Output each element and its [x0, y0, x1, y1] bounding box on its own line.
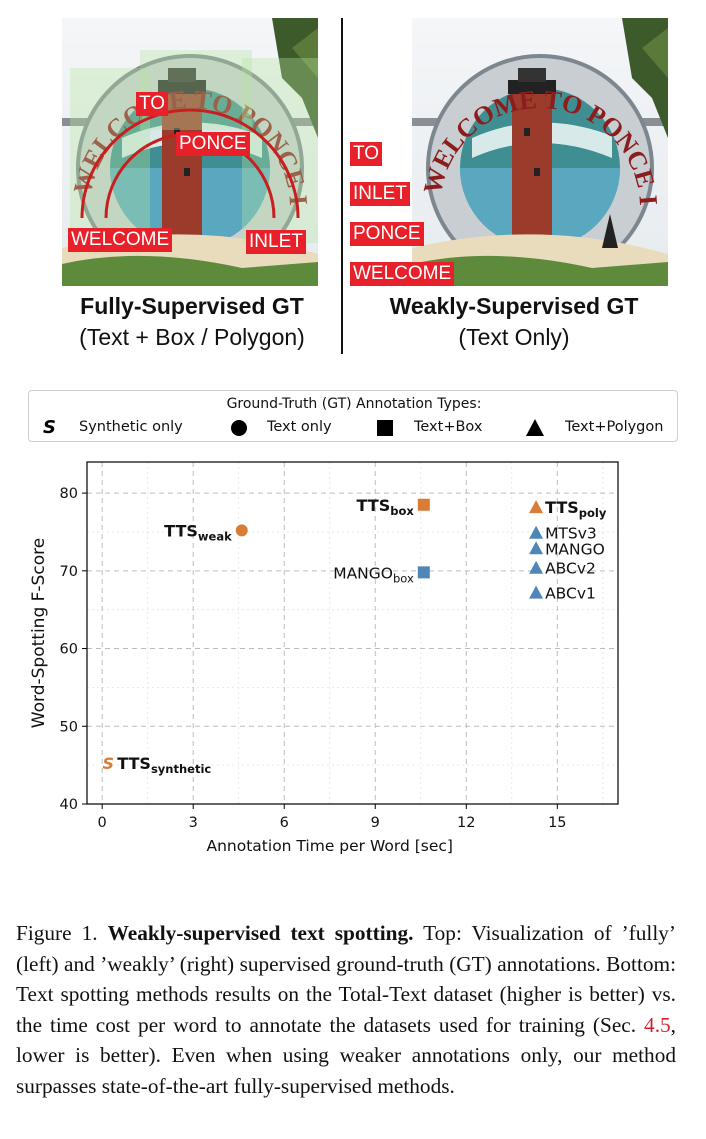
x-tick-label: 9: [371, 815, 380, 831]
legend-label-text-box: Text+Box: [414, 419, 483, 435]
data-point-tts-synthetic: S TTSsynthetic: [102, 754, 211, 776]
y-tick-label: 70: [60, 564, 78, 580]
left-panel-subtitle: (Text + Box / Polygon): [79, 324, 305, 350]
square-marker: [417, 498, 430, 511]
chart-legend: Ground-Truth (GT) Annotation Types: S Sy…: [28, 390, 678, 442]
point-label: TTSsynthetic: [117, 754, 211, 776]
point-label: TTSweak: [164, 521, 232, 543]
tag-inlet: INLET: [350, 182, 410, 206]
scatter-chart: 0 3 6 9 12 15 40 50 60 70 80 S TTSsynthetic TTSweak T…: [29, 461, 619, 855]
lighthouse-sign-photo-right: WELCOME TO PONCE INLET: [412, 18, 668, 286]
x-axis-label: Annotation Time per Word [sec]: [207, 837, 453, 855]
tag-to: TO: [350, 142, 383, 166]
triangle-marker-icon: [526, 419, 544, 436]
data-points: S TTSsynthetic TTSweak TTSbox MANGObox TTSpol…: [102, 496, 606, 776]
synthetic-marker: S: [102, 754, 114, 773]
tag-to: TO: [136, 92, 169, 116]
circle-marker-icon: [231, 420, 247, 436]
caption-label: Figure 1.: [16, 921, 98, 945]
y-tick-label: 80: [60, 486, 78, 502]
triangle-marker: [529, 500, 544, 514]
point-label: ABCv2: [545, 560, 596, 578]
data-point-tts-poly: TTSpoly: [529, 498, 607, 520]
figure-caption: Figure 1. Weakly-supervised text spottin…: [16, 918, 676, 1101]
synthetic-marker-icon: S: [43, 417, 56, 437]
svg-text:S: S: [43, 417, 56, 437]
x-tick-label: 6: [280, 815, 289, 831]
square-marker-icon: [377, 420, 393, 436]
y-axis-label: Word-Spotting F-Score: [29, 538, 49, 728]
caption-bold: Weakly-supervised text spotting.: [107, 921, 414, 945]
triangle-marker: [529, 585, 544, 599]
triangle-marker: [529, 525, 544, 539]
y-tick-label: 40: [60, 797, 78, 813]
left-panel-title: Fully-Supervised GT: [80, 293, 304, 319]
tag-ponce: PONCE: [176, 132, 250, 156]
tag-inlet: INLET: [246, 230, 306, 254]
triangle-marker: [529, 541, 544, 555]
data-point-abcv1: ABCv1: [529, 585, 596, 603]
data-point-tts-box: TTSbox: [357, 496, 430, 518]
data-point-mango-box: MANGObox: [333, 564, 430, 585]
fully-supervised-image: WELCOME TO PONCE INLET TO PONCE WELCOME …: [62, 18, 318, 286]
tag-welcome: WELCOME: [68, 228, 173, 252]
legend-label-synthetic: Synthetic only: [79, 419, 183, 435]
weakly-supervised-image: WELCOME TO PONCE INLET TO INLET PONCE WE…: [348, 18, 668, 286]
legend-title: Ground-Truth (GT) Annotation Types:: [226, 396, 482, 412]
x-tick-label: 12: [457, 815, 475, 831]
caption-text-end: , lower is better). Even when using weak…: [16, 1012, 676, 1098]
data-point-mango: MANGO: [529, 540, 605, 558]
data-point-abcv2: ABCv2: [529, 560, 596, 578]
tag-ponce: PONCE: [350, 222, 424, 246]
y-tick-label: 50: [60, 719, 78, 735]
tag-welcome: WELCOME: [350, 262, 455, 286]
x-tick-label: 15: [548, 815, 566, 831]
circle-marker: [235, 524, 248, 537]
x-tick-label: 0: [98, 815, 107, 831]
chart-grid: [87, 462, 618, 805]
section-reference-link[interactable]: 4.5: [644, 1012, 671, 1037]
point-label: ABCv1: [545, 585, 596, 603]
axis-ticks: 0 3 6 9 12 15 40 50 60 70 80: [60, 486, 567, 831]
point-label: TTSpoly: [545, 498, 607, 520]
panel-divider: [341, 18, 343, 354]
legend-label-text-only: Text only: [267, 419, 332, 435]
right-panel-title: Weakly-Supervised GT: [389, 293, 639, 319]
data-point-mtsv3: MTSv3: [529, 525, 597, 543]
triangle-marker: [529, 560, 544, 574]
point-label: MTSv3: [545, 525, 597, 543]
y-tick-label: 60: [60, 642, 78, 658]
point-label: MANGO: [545, 540, 605, 558]
legend-label-text-polygon: Text+Polygon: [565, 419, 664, 435]
point-label: MANGObox: [333, 564, 414, 585]
plot-area-frame: [86, 461, 619, 805]
x-tick-label: 3: [189, 815, 198, 831]
data-point-tts-weak: TTSweak: [164, 521, 248, 543]
lighthouse-sign-photo-left: WELCOME TO PONCE INLET: [62, 18, 318, 286]
point-label: TTSbox: [357, 496, 415, 518]
caption-text: Top: Visualization of ’fully’ (left) and…: [16, 921, 676, 1037]
square-marker: [417, 566, 430, 579]
right-panel-subtitle: (Text Only): [458, 324, 570, 350]
